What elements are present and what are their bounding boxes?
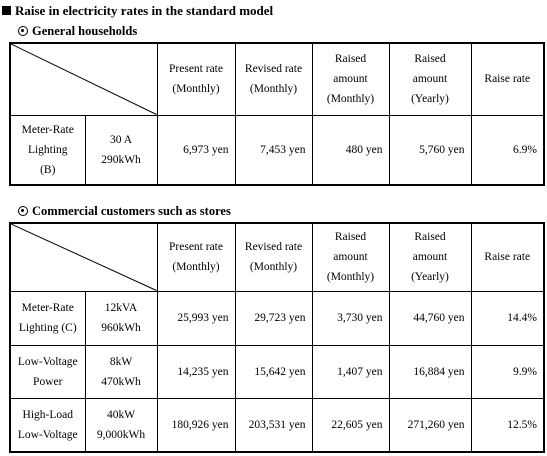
contract-spec-cell: 40kW 9,000kWh bbox=[84, 397, 158, 453]
section-heading-text: General households bbox=[32, 24, 138, 38]
raise-rate-value: 14.4% bbox=[470, 290, 545, 346]
header-line: (Yearly) bbox=[411, 271, 449, 284]
type-line: Meter-Rate bbox=[21, 302, 74, 314]
header-line: amount bbox=[412, 251, 448, 264]
header-line: Present rate bbox=[169, 241, 223, 254]
diagonal-corner-cell bbox=[9, 42, 158, 116]
header-line: Raised bbox=[414, 53, 446, 66]
header-line: Raised bbox=[334, 53, 367, 66]
raised-monthly-value: 3,730 yen bbox=[311, 290, 390, 346]
contract-spec-cell: 8kW 470kWh bbox=[84, 344, 158, 399]
contract-spec-cell: 12kVA 960kWh bbox=[84, 290, 158, 346]
contract-spec-cell: 30 A 290kWh bbox=[84, 114, 158, 186]
revised-rate-value: 203,531 yen bbox=[234, 397, 313, 453]
header-revised-rate: Revised rate (Monthly) bbox=[234, 222, 313, 292]
present-rate-value: 6,973 yen bbox=[156, 114, 236, 186]
section-heading-text: Commercial customers such as stores bbox=[32, 204, 231, 218]
type-line: Lighting (C) bbox=[18, 322, 77, 334]
raise-rate-value: 6.9% bbox=[470, 114, 545, 186]
commercial-rate-table: Present rate (Monthly) Revised rate (Month… bbox=[9, 222, 545, 453]
spec-line: 30 A bbox=[109, 133, 133, 146]
header-revised-rate: Revised rate (Monthly) bbox=[234, 42, 313, 116]
present-rate-value: 14,235 yen bbox=[156, 344, 236, 399]
type-line: (B) bbox=[40, 163, 56, 176]
header-line: amount bbox=[333, 73, 368, 86]
revised-rate-value: 29,723 yen bbox=[234, 290, 313, 346]
header-present-rate: Present rate (Monthly) bbox=[156, 222, 236, 292]
header-line: (Monthly) bbox=[172, 83, 220, 96]
customer-type-cell: High-Load Low-Voltage bbox=[9, 397, 86, 453]
header-line: Present rate bbox=[169, 63, 223, 76]
revised-rate-value: 15,642 yen bbox=[234, 344, 313, 399]
spec-line: 12kVA bbox=[104, 302, 138, 314]
header-present-rate: Present rate (Monthly) bbox=[156, 42, 236, 116]
raised-yearly-value: 16,884 yen bbox=[388, 344, 472, 399]
type-line: Power bbox=[33, 375, 63, 388]
type-line: High-Load bbox=[22, 408, 73, 421]
present-rate-value: 180,926 yen bbox=[156, 397, 236, 453]
raised-yearly-value: 271,260 yen bbox=[388, 397, 472, 453]
spec-line: 9,000kWh bbox=[96, 428, 146, 441]
header-line: Revised rate bbox=[244, 241, 303, 254]
raised-yearly-value: 5,760 yen bbox=[388, 114, 472, 186]
header-line: (Yearly) bbox=[411, 93, 449, 106]
section-heading-commercial: Commercial customers such as stores bbox=[18, 204, 231, 219]
header-raise-rate: Raise rate bbox=[470, 222, 545, 292]
header-raised-yearly: Raised amount (Yearly) bbox=[388, 42, 472, 116]
header-line: (Monthly) bbox=[249, 261, 298, 274]
table-header-row: Present rate (Monthly) Revised rate (Month… bbox=[9, 42, 545, 116]
header-line: (Monthly) bbox=[249, 83, 298, 96]
raise-rate-value: 12.5% bbox=[470, 397, 545, 453]
square-bullet-icon bbox=[2, 6, 11, 15]
table-row: High-Load Low-Voltage 40kW 9,000kWh 180,92… bbox=[9, 397, 545, 453]
section-heading-households: General households bbox=[18, 24, 137, 39]
spec-line: 8kW bbox=[109, 355, 133, 368]
households-rate-table: Present rate (Monthly) Revised rate (Month… bbox=[9, 42, 545, 186]
header-raise-rate: Raise rate bbox=[470, 42, 545, 116]
raised-yearly-value: 44,760 yen bbox=[388, 290, 472, 346]
header-line: (Monthly) bbox=[326, 271, 375, 284]
present-rate-value: 25,993 yen bbox=[156, 290, 236, 346]
header-raised-yearly: Raised amount (Yearly) bbox=[388, 222, 472, 292]
spec-line: 290kWh bbox=[101, 153, 141, 166]
table-header-row: Present rate (Monthly) Revised rate (Month… bbox=[9, 222, 545, 292]
header-line: Raised bbox=[414, 231, 446, 244]
table-row: Meter-Rate Lighting (B) 30 A 290kWh 6,973 y… bbox=[9, 114, 545, 186]
spec-line: 960kWh bbox=[101, 322, 141, 334]
customer-type-cell: Low-Voltage Power bbox=[9, 344, 86, 399]
header-line: amount bbox=[412, 73, 448, 86]
page-title: Raise in electricity rates in the standa… bbox=[2, 3, 273, 19]
diagonal-corner-cell bbox=[9, 222, 158, 292]
bullseye-icon bbox=[18, 26, 28, 36]
table-row: Meter-Rate Lighting (C) 12kVA 960kWh 25,99… bbox=[9, 290, 545, 346]
customer-type-cell: Meter-Rate Lighting (C) bbox=[9, 290, 86, 346]
type-line: Meter-Rate bbox=[21, 123, 74, 136]
header-line: amount bbox=[333, 251, 368, 264]
header-line: Revised rate bbox=[244, 63, 303, 76]
raised-monthly-value: 22,605 yen bbox=[311, 397, 390, 453]
raised-monthly-value: 1,407 yen bbox=[311, 344, 390, 399]
table-row: Low-Voltage Power 8kW 470kWh 14,235 yen 15… bbox=[9, 344, 545, 399]
type-line: Lighting bbox=[27, 143, 68, 156]
spec-line: 40kW bbox=[106, 408, 136, 421]
spec-line: 470kWh bbox=[101, 375, 141, 388]
revised-rate-value: 7,453 yen bbox=[234, 114, 313, 186]
header-raised-monthly: Raised amount (Monthly) bbox=[311, 222, 390, 292]
bullseye-icon bbox=[18, 206, 28, 216]
type-line: Low-Voltage bbox=[17, 428, 78, 441]
type-line: Low-Voltage bbox=[17, 355, 78, 368]
header-line: (Monthly) bbox=[326, 93, 375, 106]
raised-monthly-value: 480 yen bbox=[311, 114, 390, 186]
customer-type-cell: Meter-Rate Lighting (B) bbox=[9, 114, 86, 186]
header-raised-monthly: Raised amount (Monthly) bbox=[311, 42, 390, 116]
raise-rate-value: 9.9% bbox=[470, 344, 545, 399]
page-title-text: Raise in electricity rates in the standa… bbox=[15, 3, 274, 18]
header-line: Raised bbox=[334, 231, 367, 244]
header-line: (Monthly) bbox=[172, 261, 220, 274]
